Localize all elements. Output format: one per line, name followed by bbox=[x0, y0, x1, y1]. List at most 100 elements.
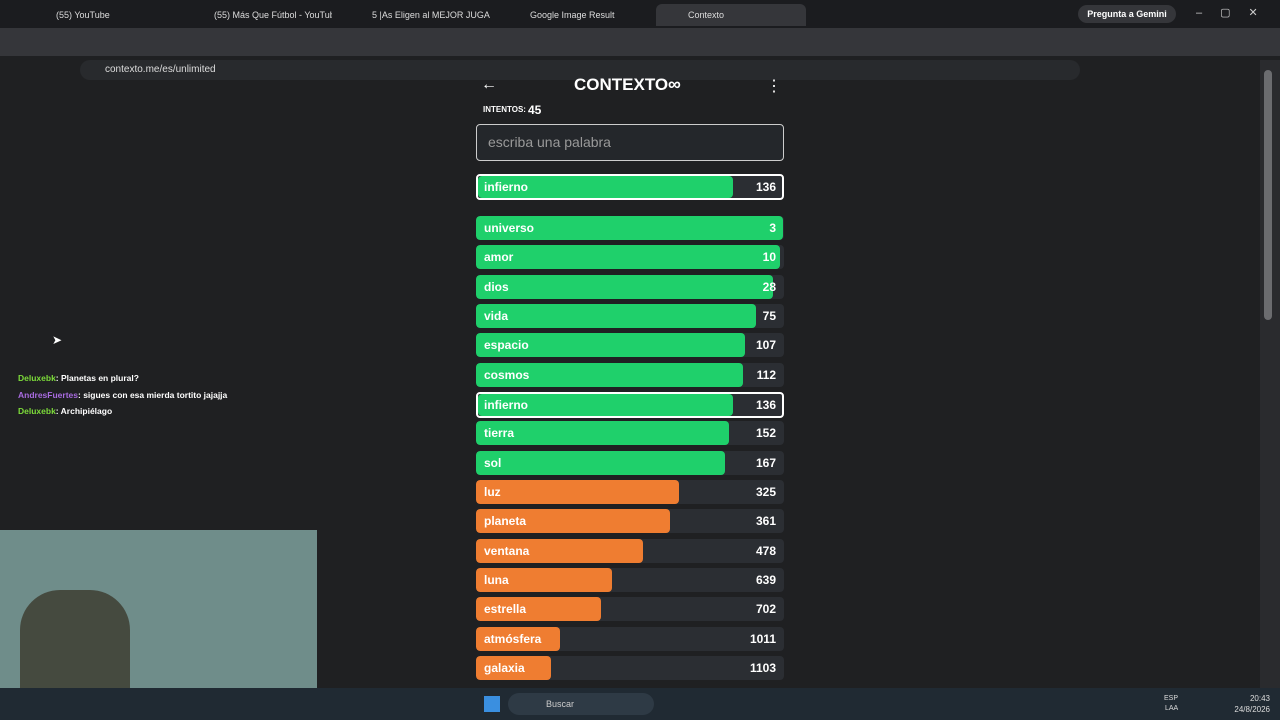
similarity-bar bbox=[478, 176, 734, 198]
similarity-bar bbox=[476, 626, 561, 651]
similarity-bar bbox=[476, 538, 643, 563]
similarity-bar bbox=[476, 567, 612, 592]
tab[interactable]: (55) Más Que Fútbol - YouTube bbox=[214, 10, 332, 20]
guess-row: infierno 136 bbox=[476, 174, 784, 200]
guess-rank: 136 bbox=[755, 180, 776, 194]
guess-row: sol 167 bbox=[476, 450, 784, 475]
guess-word: atmósfera bbox=[484, 631, 542, 646]
guess-row: infierno 136 bbox=[476, 391, 784, 418]
similarity-bar bbox=[476, 655, 551, 680]
gemini-button[interactable]: Pregunta a Gemini bbox=[1078, 5, 1176, 23]
similarity-bar bbox=[478, 393, 734, 416]
infinity-icon: ∞ bbox=[668, 74, 681, 94]
chat-user: Deluxebk bbox=[18, 373, 56, 383]
chat-line: AndresFuertes: sigues con esa mierda tor… bbox=[18, 390, 227, 400]
guess-row: ventana 478 bbox=[476, 538, 784, 563]
guess-rank: 167 bbox=[755, 455, 776, 470]
url[interactable]: contexto.me/es/unlimited bbox=[80, 60, 1080, 80]
chat-user: AndresFuertes bbox=[18, 389, 78, 400]
word-input[interactable]: escriba una palabra bbox=[476, 124, 784, 161]
similarity-bar bbox=[476, 479, 680, 504]
guess-word: luna bbox=[484, 572, 509, 587]
guess-rank: 325 bbox=[755, 484, 776, 499]
similarity-bar bbox=[476, 274, 774, 299]
similarity-bar bbox=[476, 245, 781, 270]
scroll-thumb[interactable] bbox=[1264, 70, 1272, 320]
date[interactable]: 24/8/2026 bbox=[1234, 705, 1270, 714]
guess-row: luz 325 bbox=[476, 479, 784, 504]
guess-row: cosmos 112 bbox=[476, 362, 784, 387]
attempts-label: INTENTOS: bbox=[483, 105, 526, 114]
cursor: ➤ bbox=[52, 333, 63, 347]
guess-rank: 136 bbox=[755, 397, 776, 412]
start-button[interactable] bbox=[484, 696, 500, 712]
back-button[interactable]: ← bbox=[481, 76, 497, 93]
guess-rank: 152 bbox=[755, 426, 776, 441]
similarity-bar bbox=[476, 509, 670, 534]
window-controls[interactable]: –▢✕ bbox=[1196, 7, 1276, 19]
guess-word: luz bbox=[484, 484, 501, 499]
guess-rank: 75 bbox=[762, 308, 776, 323]
guess-rank: 639 bbox=[755, 572, 776, 587]
guess-row: espacio 107 bbox=[476, 333, 784, 358]
guess-word: ventana bbox=[484, 543, 530, 558]
guess-row: estrella 702 bbox=[476, 597, 784, 622]
menu-button[interactable]: ⋮ bbox=[766, 78, 782, 95]
attempts: 45 bbox=[528, 103, 542, 117]
tab-bar: Pregunta a Gemini –▢✕ (55) YouTube (55) M… bbox=[0, 0, 1280, 28]
chat-message: : sigues con esa mierda tortito jajajja bbox=[78, 389, 228, 400]
layout[interactable]: LAA bbox=[1165, 705, 1179, 712]
tab[interactable]: (55) YouTube bbox=[56, 10, 110, 20]
guess-word: infierno bbox=[484, 397, 528, 412]
guess-word: infierno bbox=[484, 180, 528, 194]
similarity-bar bbox=[476, 597, 602, 622]
guess-word: galaxia bbox=[484, 660, 525, 675]
guess-word: tierra bbox=[484, 426, 515, 441]
chat-message: : Archipiélago bbox=[55, 406, 113, 416]
chat-message: : Planetas en plural? bbox=[55, 373, 139, 383]
guess-row: dios 28 bbox=[476, 274, 784, 299]
guess-word: planeta bbox=[484, 514, 527, 529]
guess-row: luna 639 bbox=[476, 567, 784, 592]
guess-rank: 1011 bbox=[749, 631, 776, 646]
guess-rank: 478 bbox=[755, 543, 776, 558]
guess-word: amor bbox=[484, 250, 514, 265]
guess-rank: 10 bbox=[762, 250, 776, 265]
guess-word: dios bbox=[484, 279, 509, 294]
similarity-bar bbox=[476, 333, 745, 358]
guess-word: espacio bbox=[484, 338, 529, 353]
guess-row: vida 75 bbox=[476, 303, 784, 328]
taskbar: Buscar ESP LAA 20:43 24/8/2026 bbox=[0, 688, 1280, 720]
guess-rank: 107 bbox=[755, 338, 776, 353]
chat-line: Deluxebk: Planetas en plural? bbox=[18, 373, 139, 383]
guess-word: vida bbox=[484, 308, 509, 323]
guess-word: universo bbox=[484, 221, 535, 235]
tab[interactable]: Google Image Result bbox=[530, 10, 615, 20]
guess-row: planeta 361 bbox=[476, 509, 784, 534]
similarity-bar bbox=[476, 421, 730, 446]
chat-line: Deluxebk: Archipiélago bbox=[18, 406, 112, 416]
guess-row: amor 10 bbox=[476, 245, 784, 270]
search-box[interactable]: Buscar bbox=[508, 693, 654, 715]
clock[interactable]: 20:43 bbox=[1249, 694, 1270, 703]
guess-rank: 3 bbox=[769, 221, 776, 235]
tab[interactable]: 5 |As Eligen al MEJOR JUGADO… bbox=[372, 10, 490, 20]
guess-rank: 28 bbox=[762, 279, 776, 294]
guess-rank: 112 bbox=[756, 367, 776, 382]
guess-rank: 1103 bbox=[749, 660, 776, 675]
guess-word: sol bbox=[484, 455, 502, 470]
scrollbar[interactable] bbox=[1260, 60, 1280, 688]
lang[interactable]: ESP bbox=[1164, 695, 1179, 702]
address-bar: contexto.me/es/unlimited bbox=[0, 28, 1280, 80]
chat-user: Deluxebk bbox=[18, 406, 56, 416]
similarity-bar bbox=[476, 362, 743, 387]
guess-row: tierra 152 bbox=[476, 421, 784, 446]
guess-rank: 702 bbox=[755, 602, 776, 617]
guess-word: estrella bbox=[484, 602, 527, 617]
tab[interactable]: Contexto bbox=[656, 4, 806, 26]
similarity-bar bbox=[476, 216, 783, 240]
guess-rank: 361 bbox=[755, 514, 776, 529]
similarity-bar bbox=[476, 450, 725, 475]
guess-row: universo 3 bbox=[476, 216, 784, 240]
